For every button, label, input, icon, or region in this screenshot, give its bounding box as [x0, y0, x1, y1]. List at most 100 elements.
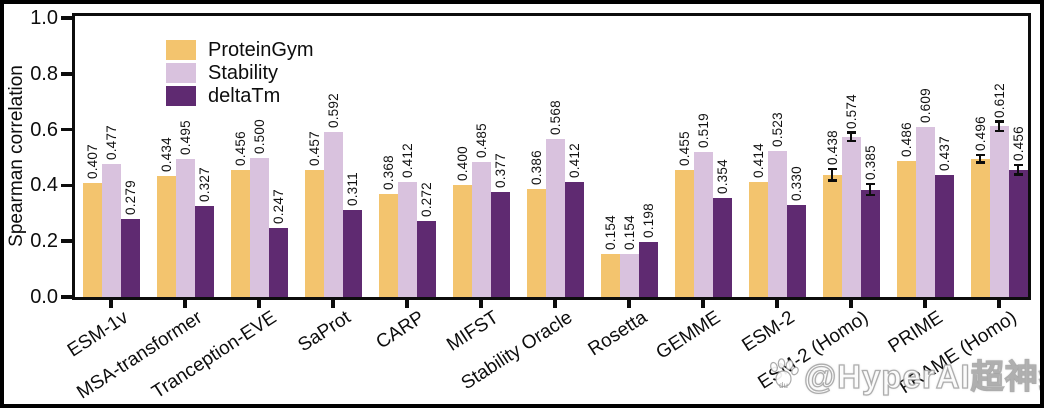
value-label-7-1: 0.154	[621, 215, 637, 251]
value-label-6-0: 0.386	[528, 150, 544, 186]
value-label-4-0: 0.368	[380, 155, 396, 191]
error-bar-cap-bottom-10-2	[865, 193, 875, 197]
bar-prime-0	[896, 161, 916, 297]
value-label-12-1: 0.612	[991, 82, 1007, 118]
x-label-5: MIFST	[443, 307, 503, 356]
legend-label-0: ProteinGym	[208, 38, 314, 61]
bar-carp-0	[378, 194, 398, 297]
x-tick-1	[183, 297, 187, 308]
bar-rosetta-1	[619, 254, 639, 297]
y-tick-2	[61, 183, 72, 188]
legend: ProteinGym Stability deltaTm	[166, 38, 314, 107]
bars-layer: 0.407 0.477 0.279 0.434 0.495 0.327 0.456 0.500…	[75, 16, 1028, 297]
x-label-9: ESM-2	[738, 307, 799, 357]
y-tick-1	[61, 239, 72, 243]
x-tick-2	[257, 297, 261, 308]
bar-esm-1v-2	[120, 219, 140, 297]
error-bar-10-1	[849, 132, 853, 142]
bar-saprot-0	[304, 169, 324, 297]
value-label-1-2: 0.327	[196, 166, 212, 202]
legend-item-2: deltaTm	[166, 84, 314, 107]
bar-prime-1	[915, 127, 935, 297]
legend-swatch-1	[166, 62, 196, 83]
value-label-5-2: 0.377	[492, 153, 508, 188]
error-bar-12-2	[1016, 165, 1020, 175]
value-label-8-0: 0.455	[676, 131, 692, 167]
value-label-3-0: 0.457	[306, 130, 322, 166]
bar-esm-2-2	[786, 204, 806, 297]
error-bar-cap-top-12-1	[994, 120, 1004, 123]
x-label-11: PRIME	[884, 307, 947, 358]
y-tick-4	[61, 72, 72, 76]
value-label-2-0: 0.456	[232, 130, 248, 166]
bar-esm-2-homo--1	[841, 136, 861, 297]
x-tick-5	[479, 297, 483, 308]
legend-label-1: Stability	[208, 61, 279, 84]
bar-frame-homo--2	[1008, 169, 1028, 297]
value-label-12-0: 0.496	[972, 116, 988, 151]
bar-stability-oracle-1	[545, 138, 565, 297]
error-bar-cap-top-10-0	[827, 167, 837, 171]
y-tick-label-5: 1.0	[30, 7, 58, 29]
x-label-3: SaProt	[294, 307, 355, 357]
y-tick-label-1: 0.2	[30, 230, 58, 253]
bar-esm-2-1	[767, 151, 787, 297]
bar-rosetta-2	[638, 241, 658, 297]
x-tick-4	[405, 297, 409, 308]
value-label-5-0: 0.400	[454, 146, 470, 182]
y-axis-title: Spearman correlation	[6, 65, 27, 247]
value-label-11-2: 0.437	[936, 136, 952, 172]
error-bar-cap-top-12-2	[1013, 163, 1023, 167]
bar-esm-2-homo--0	[822, 174, 842, 297]
bar-tranception-eve-2	[268, 228, 288, 297]
value-label-4-2: 0.272	[418, 182, 434, 218]
error-bar-cap-top-10-2	[865, 182, 875, 186]
legend-item-1: Stability	[166, 61, 314, 84]
y-tick-label-4: 0.8	[30, 62, 58, 85]
legend-label-2: deltaTm	[208, 84, 281, 107]
value-label-5-1: 0.485	[473, 122, 489, 158]
value-label-10-2: 0.385	[862, 145, 878, 181]
x-label-4: CARP	[372, 307, 429, 354]
legend-item-0: ProteinGym	[166, 38, 314, 61]
x-tick-7	[627, 297, 631, 308]
error-bar-cap-bottom-12-1	[994, 129, 1004, 133]
bar-carp-1	[397, 182, 417, 297]
x-tick-10	[849, 297, 853, 308]
error-bar-cap-bottom-12-0	[975, 161, 985, 164]
x-tick-11	[923, 297, 927, 308]
bar-esm-1v-0	[82, 183, 102, 297]
value-label-0-2: 0.279	[122, 180, 138, 216]
bar-esm-1v-1	[101, 163, 121, 297]
value-label-1-1: 0.495	[177, 120, 193, 155]
bar-frame-homo--0	[970, 158, 990, 297]
value-label-2-2: 0.247	[270, 189, 286, 225]
value-label-0-0: 0.407	[84, 144, 100, 180]
x-label-2: Tranception-EVE	[148, 307, 281, 404]
bar-tranception-eve-1	[249, 157, 269, 297]
x-tick-9	[775, 297, 779, 308]
plot-area: 0.407 0.477 0.279 0.434 0.495 0.327 0.456 0.500…	[72, 13, 1031, 300]
error-bar-cap-bottom-10-0	[827, 179, 837, 182]
value-label-9-0: 0.414	[750, 142, 766, 178]
bar-msa-transformer-0	[156, 175, 176, 297]
value-label-8-2: 0.354	[714, 159, 730, 195]
value-label-6-2: 0.412	[566, 143, 582, 179]
y-tick-5	[61, 16, 72, 20]
bar-rosetta-0	[600, 254, 620, 297]
value-label-7-2: 0.198	[640, 202, 656, 238]
error-bar-10-0	[830, 169, 834, 181]
bar-prime-2	[934, 175, 954, 297]
bar-tranception-eve-0	[230, 169, 250, 297]
value-label-3-1: 0.592	[325, 93, 341, 128]
bar-msa-transformer-1	[175, 158, 195, 297]
bar-frame-homo--1	[989, 126, 1009, 297]
bar-esm-2-homo--2	[860, 189, 880, 297]
error-bar-cap-top-12-0	[975, 153, 985, 157]
value-label-7-0: 0.154	[602, 215, 618, 251]
x-tick-0	[109, 297, 113, 308]
error-bar-cap-bottom-10-1	[846, 139, 856, 143]
y-tick-0	[61, 295, 72, 299]
value-label-2-1: 0.500	[251, 118, 267, 154]
y-tick-label-0: 0.0	[30, 286, 58, 308]
